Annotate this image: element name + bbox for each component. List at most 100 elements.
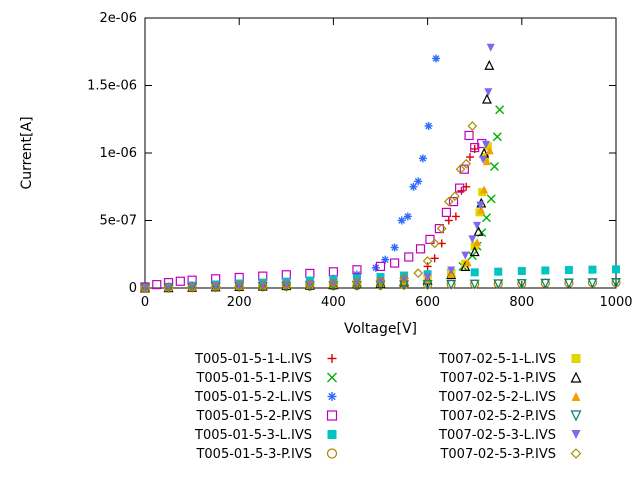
series-T007-02-5-3-P.IVS: [140, 121, 478, 293]
marker-triangle-down-open: [611, 278, 621, 288]
marker-triangle-up-open: [481, 93, 492, 104]
marker-square-filled: [470, 268, 479, 277]
y-tick-label: 5e-07: [99, 214, 137, 229]
marker-diamond-open: [234, 280, 245, 291]
marker-triangle-down-filled: [447, 266, 456, 275]
marker-diamond-open: [399, 273, 409, 284]
marker-square-filled: [612, 265, 620, 274]
y-tick-label: 0: [129, 281, 137, 296]
marker-triangle-up-filled: [571, 392, 581, 401]
x-axis-label: Voltage[V]: [343, 321, 417, 337]
marker-asterisk: [409, 182, 418, 191]
y-axis-label: Current[A]: [19, 116, 35, 190]
marker-diamond-open: [413, 268, 424, 278]
marker-plus: [444, 216, 453, 225]
marker-triangle-up-filled: [482, 157, 491, 166]
marker-plus: [451, 212, 460, 221]
marker-square-open: [448, 197, 459, 207]
marker-square-filled: [483, 142, 492, 151]
marker-diamond-open: [281, 279, 292, 290]
marker-triangle-down-filled: [484, 88, 493, 97]
marker-diamond-open: [429, 238, 440, 249]
marker-asterisk: [381, 255, 390, 264]
marker-asterisk: [371, 263, 380, 272]
marker-diamond-open: [455, 164, 466, 175]
legend-label: T007-02-5-1-L.IVS: [438, 352, 556, 367]
marker-diamond-open: [443, 196, 454, 207]
marker-diamond-open: [328, 278, 339, 289]
x-tick-label: 0: [141, 295, 149, 310]
marker-square-filled: [564, 266, 573, 275]
legend-label: T005-01-5-2-L.IVS: [194, 390, 312, 405]
x-tick-label: 1000: [599, 295, 632, 310]
marker-square-open: [441, 207, 452, 217]
series-T007-02-5-2-L.IVS: [141, 146, 494, 292]
marker-diamond-open: [257, 280, 268, 291]
marker-asterisk: [414, 177, 423, 186]
marker-square-open: [281, 270, 291, 280]
marker-diamond-open: [461, 158, 472, 169]
y-tick-label: 2e-06: [99, 11, 137, 26]
marker-triangle-up-open: [484, 59, 495, 70]
marker-triangle-down-filled: [479, 155, 488, 164]
legend-label: T005-01-5-2-P.IVS: [195, 409, 312, 424]
marker-cross: [489, 162, 499, 171]
marker-triangle-down-filled: [400, 275, 409, 284]
y-tick-label: 1.5e-06: [87, 79, 137, 94]
marker-square-open: [375, 261, 386, 271]
marker-plus: [465, 153, 474, 162]
marker-triangle-down-open: [516, 279, 527, 290]
marker-triangle-up-filled: [477, 205, 486, 214]
x-tick-label: 400: [321, 295, 346, 310]
marker-diamond-open: [305, 279, 315, 289]
marker-triangle-up-filled: [473, 238, 482, 247]
marker-triangle-down-filled: [482, 140, 491, 149]
marker-diamond-open: [140, 283, 150, 293]
series-T005-01-5-2-L.IVS: [141, 54, 441, 292]
marker-square-filled: [571, 354, 581, 363]
marker-plus: [423, 262, 432, 271]
marker-square-filled: [400, 271, 409, 280]
marker-triangle-down-open: [587, 278, 598, 289]
marker-square-open: [175, 276, 185, 286]
plot-border: [144, 17, 617, 289]
x-tick-label: 600: [415, 295, 440, 310]
legend-label: T005-01-5-3-P.IVS: [195, 447, 312, 462]
marker-triangle-down-filled: [473, 221, 482, 230]
legend: T005-01-5-1-L.IVS T005-01-5-1-P.IVS T005-0…: [194, 352, 582, 462]
marker-cross: [327, 372, 337, 383]
marker-plus: [430, 254, 439, 263]
x-tick-label: 800: [509, 295, 534, 310]
marker-triangle-down-filled: [423, 273, 432, 282]
marker-square-open: [404, 252, 414, 262]
marker-square-filled: [470, 242, 479, 251]
marker-diamond-open: [570, 448, 582, 459]
marker-plus: [457, 186, 466, 195]
marker-triangle-up-open: [570, 371, 582, 383]
marker-triangle-down-open: [570, 410, 582, 422]
marker-triangle-up-filled: [463, 258, 472, 267]
marker-cross: [492, 132, 502, 142]
marker-triangle-down-open: [469, 279, 480, 290]
marker-diamond-open: [352, 277, 362, 288]
marker-square-filled: [327, 430, 337, 439]
marker-asterisk: [432, 54, 441, 63]
marker-square-open: [305, 268, 315, 279]
marker-diamond-open: [210, 281, 221, 292]
marker-triangle-down-filled: [571, 430, 581, 439]
marker-plus: [327, 354, 337, 363]
legend-label: T005-01-5-1-P.IVS: [195, 371, 312, 386]
marker-square-open: [464, 130, 474, 141]
legend-label: T005-01-5-3-L.IVS: [194, 428, 312, 443]
marker-square-open: [390, 258, 400, 268]
marker-triangle-down-filled: [468, 235, 477, 244]
legend-label: T007-02-5-1-P.IVS: [439, 371, 556, 386]
marker-cross: [486, 194, 496, 204]
marker-diamond-open: [187, 282, 197, 292]
series-T005-01-5-2-P.IVS: [140, 130, 487, 292]
marker-circle-open: [326, 448, 338, 459]
x-tick-label: 200: [227, 295, 252, 310]
marker-triangle-up-open: [469, 246, 480, 257]
series-T007-02-5-3-L.IVS: [141, 43, 495, 292]
